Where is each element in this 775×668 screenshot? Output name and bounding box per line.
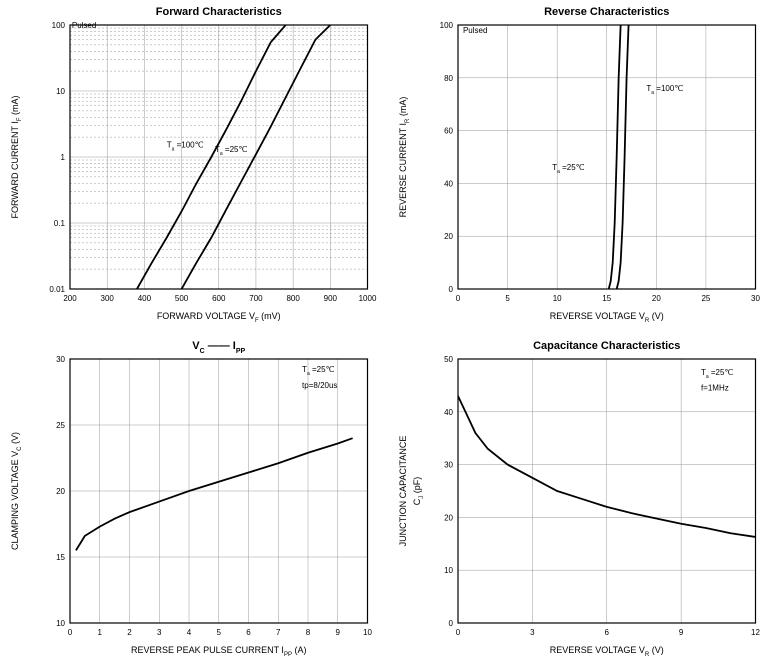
svg-text:9: 9 — [678, 628, 683, 637]
svg-text:1: 1 — [61, 153, 66, 162]
svg-text:40: 40 — [444, 408, 453, 417]
svg-text:4: 4 — [187, 628, 192, 637]
svg-text:700: 700 — [249, 294, 263, 303]
svg-text:Ta =25℃: Ta =25℃ — [215, 145, 247, 157]
svg-text:25: 25 — [56, 421, 65, 430]
svg-text:Ta =25℃: Ta =25℃ — [700, 368, 732, 380]
svg-text:Capacitance Characteristics: Capacitance Characteristics — [533, 340, 680, 352]
svg-text:50: 50 — [444, 355, 453, 364]
forward-chart: Forward Characteristics 200 300 400 500 600 70… — [0, 0, 388, 334]
svg-text:60: 60 — [444, 127, 453, 136]
svg-text:Reverse Characteristics: Reverse Characteristics — [544, 6, 669, 18]
svg-text:0: 0 — [448, 285, 453, 294]
svg-text:800: 800 — [286, 294, 300, 303]
svg-text:10: 10 — [363, 628, 372, 637]
chart-grid: Forward Characteristics20030040050060070… — [0, 0, 775, 668]
svg-text:15: 15 — [56, 553, 65, 562]
svg-text:Forward Characteristics: Forward Characteristics — [156, 6, 282, 18]
svg-text:200: 200 — [63, 294, 77, 303]
svg-text:5: 5 — [217, 628, 222, 637]
svg-text:0.01: 0.01 — [49, 285, 65, 294]
svg-text:400: 400 — [138, 294, 152, 303]
svg-text:10: 10 — [552, 294, 561, 303]
svg-text:Ta =25℃: Ta =25℃ — [552, 163, 584, 175]
svg-text:1: 1 — [98, 628, 103, 637]
svg-text:VC —— IPP: VC —— IPP — [192, 340, 245, 355]
svg-text:20: 20 — [444, 232, 453, 241]
svg-text:20: 20 — [444, 513, 453, 522]
svg-text:REVERSE CURRENT IR (mA): REVERSE CURRENT IR (mA) — [398, 97, 411, 218]
svg-text:900: 900 — [324, 294, 338, 303]
svg-text:Ta =100℃: Ta =100℃ — [167, 140, 204, 152]
svg-text:FORWARD VOLTAGE VF (mV): FORWARD VOLTAGE VF (mV) — [157, 311, 281, 324]
svg-text:10: 10 — [56, 87, 65, 96]
svg-text:300: 300 — [101, 294, 115, 303]
svg-text:100: 100 — [52, 21, 66, 30]
svg-text:REVERSE VOLTAGE VR (V): REVERSE VOLTAGE VR (V) — [549, 645, 663, 658]
svg-text:9: 9 — [336, 628, 341, 637]
svg-text:15: 15 — [602, 294, 611, 303]
svg-text:10: 10 — [444, 566, 453, 575]
svg-text:0: 0 — [68, 628, 73, 637]
svg-text:0.1: 0.1 — [54, 219, 66, 228]
svg-text:1000: 1000 — [359, 294, 377, 303]
svg-text:f=1MHz: f=1MHz — [700, 384, 728, 393]
svg-text:20: 20 — [651, 294, 660, 303]
svg-text:CLAMPING VOLTAGE VC (V): CLAMPING VOLTAGE VC (V) — [10, 432, 23, 550]
svg-text:Pulsed: Pulsed — [72, 21, 96, 30]
svg-text:25: 25 — [701, 294, 710, 303]
svg-text:30: 30 — [444, 461, 453, 470]
svg-text:Ta =100℃: Ta =100℃ — [646, 84, 683, 96]
svg-text:JUNCTION CAPACITANCE: JUNCTION CAPACITANCE — [398, 436, 408, 547]
capacitance-chart: Capacitance Characteristics 0 3 6 9 12 0 10 20 30… — [388, 334, 775, 668]
svg-text:7: 7 — [276, 628, 281, 637]
svg-text:30: 30 — [56, 355, 65, 364]
svg-text:40: 40 — [444, 179, 453, 188]
svg-text:100: 100 — [439, 21, 453, 30]
svg-text:30: 30 — [751, 294, 760, 303]
clamping-chart: VC —— IPP 0 1 2 3 4 5 6 7 8 9 10 10 15 20 25 30 REVERSE P… — [0, 334, 388, 668]
svg-text:10: 10 — [56, 619, 65, 628]
svg-text:3: 3 — [530, 628, 535, 637]
svg-text:5: 5 — [505, 294, 510, 303]
svg-text:12: 12 — [751, 628, 760, 637]
svg-text:REVERSE VOLTAGE VR (V): REVERSE VOLTAGE VR (V) — [549, 311, 663, 324]
svg-text:80: 80 — [444, 74, 453, 83]
svg-text:6: 6 — [246, 628, 251, 637]
svg-text:6: 6 — [604, 628, 609, 637]
svg-text:2: 2 — [127, 628, 132, 637]
svg-text:Ta =25℃: Ta =25℃ — [302, 365, 334, 377]
svg-text:0: 0 — [448, 619, 453, 628]
svg-text:REVERSE PEAK PULSE CURRENT I: REVERSE PEAK PULSE CURRENT IPP (A) — [131, 645, 306, 658]
reverse-chart: Reverse Characteristics 0 5 10 15 20 25 30 0 20 40… — [388, 0, 775, 334]
svg-text:CJ (pF): CJ (pF) — [412, 477, 425, 506]
svg-text:600: 600 — [212, 294, 226, 303]
svg-text:8: 8 — [306, 628, 311, 637]
svg-text:FORWARD CURRENT IF (mA): FORWARD CURRENT IF (mA) — [10, 95, 23, 218]
svg-text:3: 3 — [157, 628, 162, 637]
svg-text:0: 0 — [455, 294, 460, 303]
svg-text:20: 20 — [56, 487, 65, 496]
svg-text:tp=8/20us: tp=8/20us — [302, 381, 337, 390]
svg-text:Pulsed: Pulsed — [462, 26, 486, 35]
svg-text:500: 500 — [175, 294, 189, 303]
svg-text:0: 0 — [455, 628, 460, 637]
